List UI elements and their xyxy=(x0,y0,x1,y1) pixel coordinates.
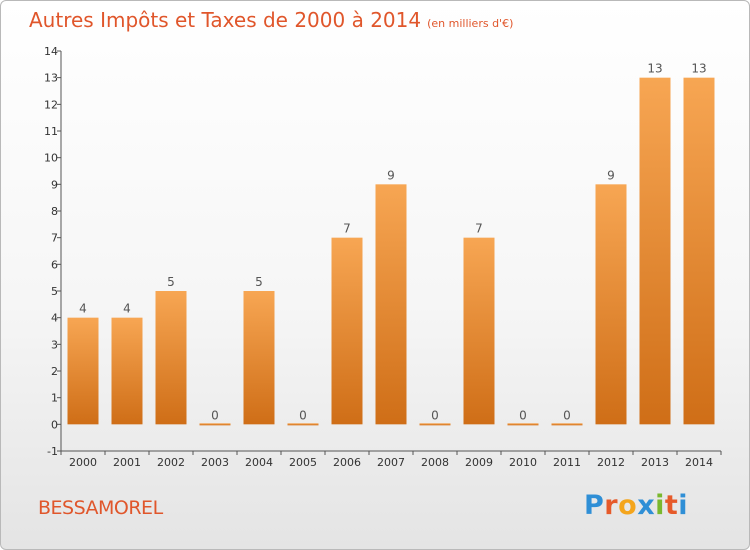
y-tick-label: 0 xyxy=(51,418,58,431)
bar-value-label: 0 xyxy=(211,408,219,422)
bar xyxy=(463,237,495,425)
bar-value-label: 0 xyxy=(299,408,307,422)
bar-value-label: 13 xyxy=(647,62,662,76)
x-tick-label: 2010 xyxy=(509,456,537,469)
x-tick-label: 2009 xyxy=(465,456,493,469)
x-tick-label: 2003 xyxy=(201,456,229,469)
bar xyxy=(331,237,363,425)
bar xyxy=(639,77,671,425)
bars xyxy=(67,77,715,426)
x-tick-label: 2002 xyxy=(157,456,185,469)
y-tick-label: 4 xyxy=(51,312,58,325)
y-tick-label: 12 xyxy=(44,98,58,111)
bar-value-label: 5 xyxy=(255,275,263,289)
title-main: Autres Impôts et Taxes de 2000 à 2014 xyxy=(29,8,422,32)
bar xyxy=(111,317,143,425)
bar xyxy=(287,423,319,426)
bar xyxy=(243,291,275,425)
x-tick-label: 2000 xyxy=(69,456,97,469)
y-tick-label: 7 xyxy=(51,232,58,245)
proxiti-logo: Proxiti xyxy=(584,490,689,521)
bar xyxy=(551,423,583,426)
y-tick-label: 13 xyxy=(44,72,58,85)
y-tick-label: 2 xyxy=(51,365,58,378)
bar xyxy=(419,423,451,426)
x-tick-label: 2004 xyxy=(245,456,273,469)
y-tick-label: 14 xyxy=(44,45,58,58)
x-tick-label: 2012 xyxy=(597,456,625,469)
bar-value-label: 9 xyxy=(387,168,395,182)
bar xyxy=(375,184,407,425)
x-tick-label: 2011 xyxy=(553,456,581,469)
bar-value-label: 5 xyxy=(167,275,175,289)
labels: 4 2000 4 2001 5 2002 0 2003 5 2004 0 2005 7 2006 9 2007… xyxy=(69,62,713,469)
y-tick-label: 9 xyxy=(51,178,58,191)
x-tick-label: 2013 xyxy=(641,456,669,469)
x-tick-label: 2007 xyxy=(377,456,405,469)
y-tick-label: 8 xyxy=(51,205,58,218)
bar xyxy=(67,317,99,425)
commune-name: BESSAMOREL xyxy=(38,497,163,519)
y-tick-label: -1 xyxy=(47,445,58,458)
bar xyxy=(507,423,539,426)
y-tick-label: 6 xyxy=(51,258,58,271)
bar-value-label: 13 xyxy=(691,62,706,76)
x-tick-label: 2001 xyxy=(113,456,141,469)
bar xyxy=(595,184,627,425)
bar-value-label: 7 xyxy=(475,222,483,236)
y-tick-label: 11 xyxy=(44,125,58,138)
bar xyxy=(199,423,231,426)
title-unit: (en milliers d'€) xyxy=(427,17,514,30)
bar-value-label: 0 xyxy=(519,408,527,422)
chart-title: Autres Impôts et Taxes de 2000 à 2014 (en… xyxy=(29,8,513,32)
x-tick-label: 2008 xyxy=(421,456,449,469)
y-tick-label: 1 xyxy=(51,392,58,405)
bar xyxy=(155,291,187,425)
bar xyxy=(683,77,715,425)
bar-value-label: 4 xyxy=(123,302,131,316)
y-tick-label: 5 xyxy=(51,285,58,298)
bar-value-label: 9 xyxy=(607,168,615,182)
x-tick-label: 2006 xyxy=(333,456,361,469)
bar-value-label: 4 xyxy=(79,302,87,316)
x-tick-label: 2005 xyxy=(289,456,317,469)
bar-value-label: 0 xyxy=(431,408,439,422)
y-tick-label: 3 xyxy=(51,338,58,351)
bar-value-label: 0 xyxy=(563,408,571,422)
bar-value-label: 7 xyxy=(343,222,351,236)
x-tick-label: 2014 xyxy=(685,456,713,469)
y-tick-label: 10 xyxy=(44,152,58,165)
